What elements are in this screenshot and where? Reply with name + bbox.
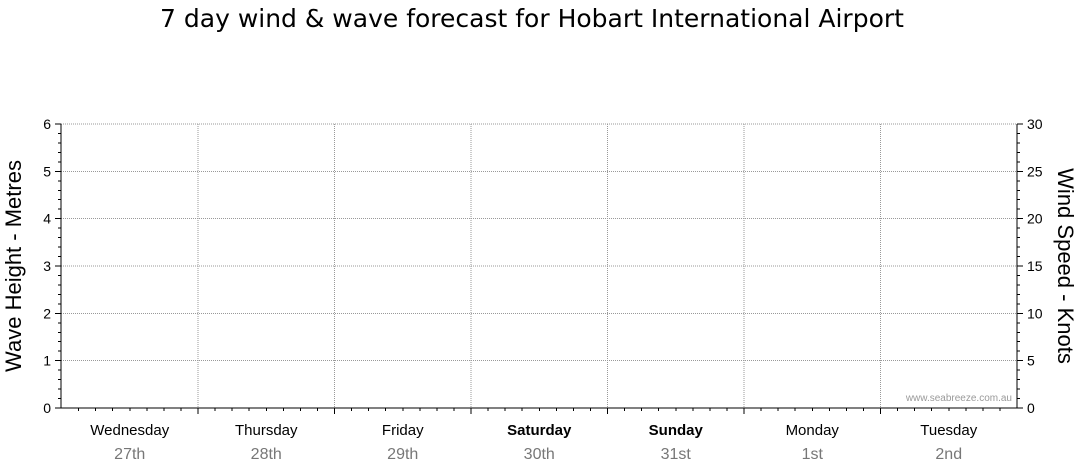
chart-title: 7 day wind & wave forecast for Hobart In…: [160, 4, 904, 33]
grid-lines: [61, 123, 1017, 408]
day-date-label: 31st: [661, 446, 692, 463]
right-axis-title: Wind Speed - Knots: [1053, 168, 1078, 364]
axes: [55, 123, 1023, 414]
right-tick-label: 10: [1027, 305, 1043, 321]
day-date-label: 2nd: [935, 446, 962, 463]
right-tick-label: 30: [1027, 116, 1043, 132]
day-date-label: 1st: [802, 446, 824, 463]
axis-labels: 0 1 2 3 4 5 6 0 5 10 15 20 25 30 Wednesday 27th Thursday…: [43, 116, 1043, 463]
day-name-label: Saturday: [507, 422, 572, 439]
day-name-label: Sunday: [649, 422, 704, 439]
right-tick-label: 5: [1027, 353, 1035, 369]
right-tick-label: 25: [1027, 163, 1043, 179]
left-axis-title: Wave Height - Metres: [1, 160, 26, 372]
day-date-label: 27th: [114, 446, 145, 463]
day-name-label: Thursday: [235, 422, 298, 439]
right-tick-label: 15: [1027, 258, 1043, 274]
day-date-label: 28th: [251, 446, 282, 463]
day-name-label: Friday: [382, 422, 424, 439]
day-name-label: Wednesday: [90, 422, 169, 439]
left-tick-label: 4: [43, 211, 51, 227]
left-tick-label: 0: [43, 400, 51, 416]
day-date-label: 30th: [524, 446, 555, 463]
day-date-label: 29th: [387, 446, 418, 463]
day-name-label: Monday: [786, 422, 840, 439]
watermark-text: www.seabreeze.com.au: [905, 393, 1012, 404]
left-tick-label: 5: [43, 163, 51, 179]
right-tick-label: 0: [1027, 400, 1035, 416]
left-tick-label: 6: [43, 116, 51, 132]
left-tick-label: 3: [43, 258, 51, 274]
left-tick-label: 1: [43, 353, 51, 369]
right-tick-label: 20: [1027, 211, 1043, 227]
left-tick-label: 2: [43, 305, 51, 321]
day-name-label: Tuesday: [920, 422, 977, 439]
